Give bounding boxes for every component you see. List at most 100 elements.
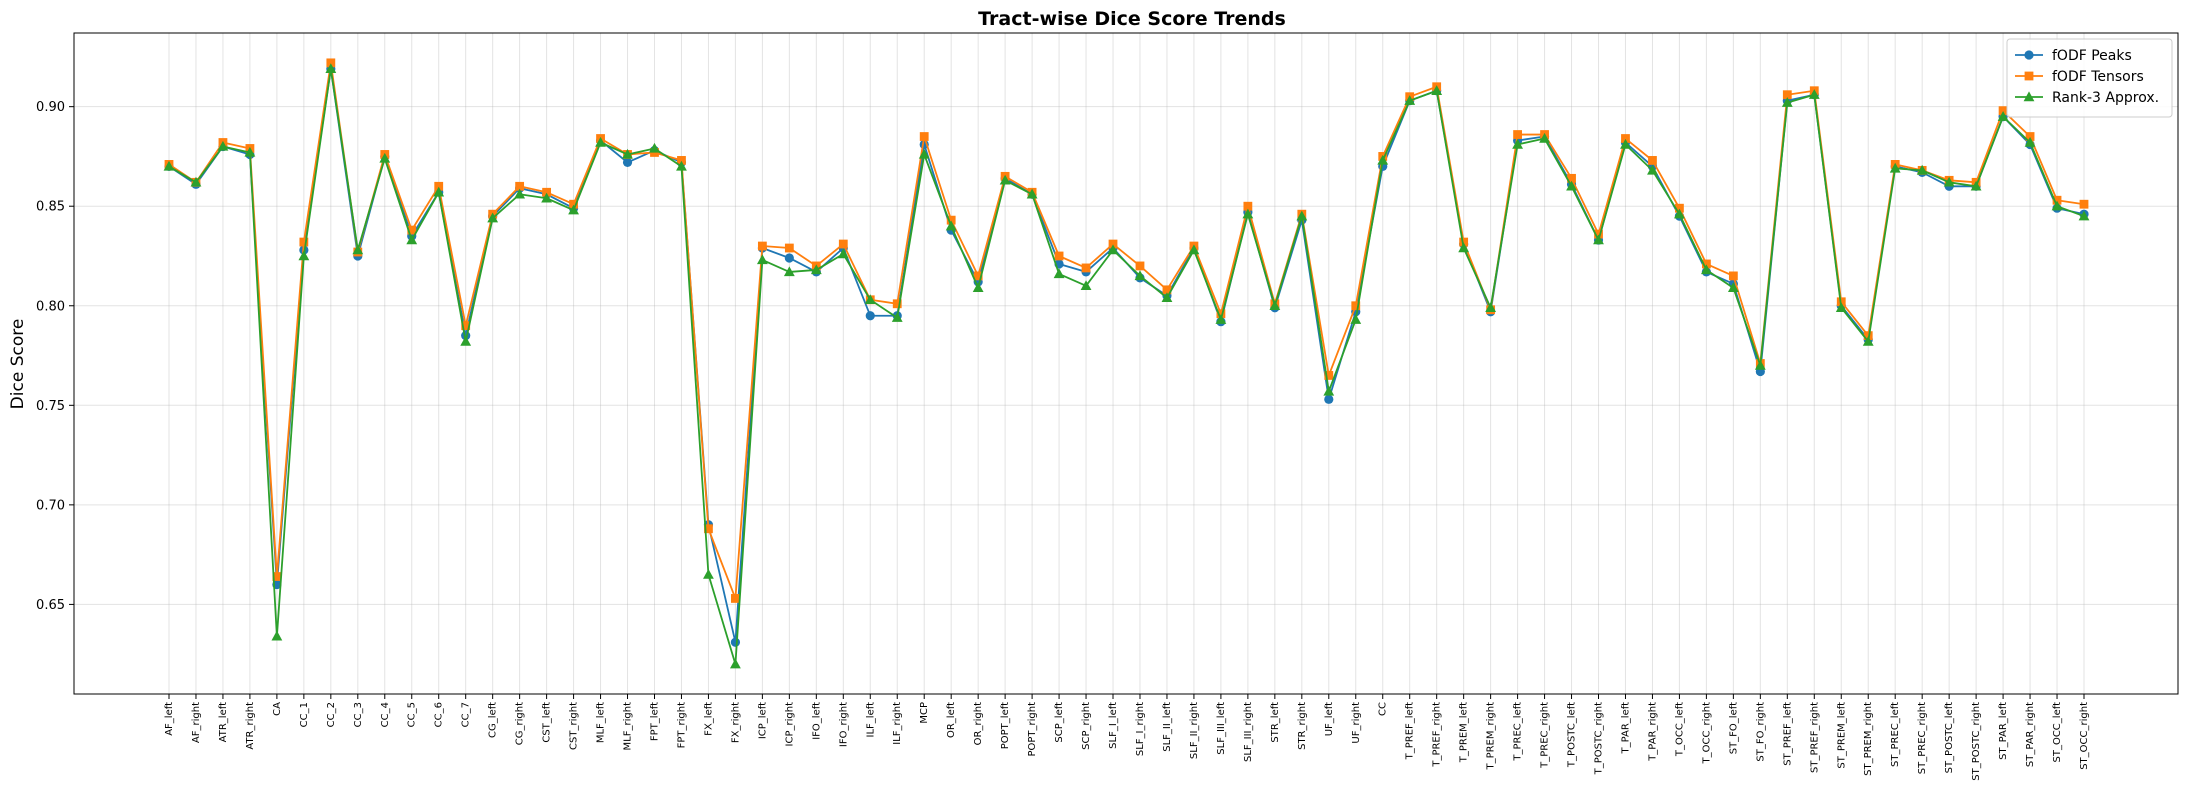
data-point-fodf-tensors bbox=[1782, 90, 1792, 100]
series-rank-3-approx bbox=[163, 63, 2090, 669]
x-tick-label: CC_1 bbox=[299, 702, 310, 727]
legend-marker-fodf-tensors bbox=[2024, 71, 2034, 81]
x-tick-label: POPT_left bbox=[1000, 702, 1011, 749]
data-point-rank-3-approx bbox=[244, 146, 256, 157]
x-tick-label: CG_right bbox=[515, 702, 526, 745]
data-point-fodf-tensors bbox=[542, 187, 552, 197]
x-tick-label: CC bbox=[1378, 702, 1389, 716]
data-point-fodf-tensors bbox=[1162, 285, 1172, 295]
data-point-fodf-tensors bbox=[461, 321, 471, 331]
data-point-fodf-peaks bbox=[865, 311, 875, 321]
data-point-rank-3-approx bbox=[1485, 302, 1497, 312]
data-point-fodf-tensors bbox=[299, 237, 309, 247]
data-point-fodf-tensors bbox=[919, 132, 929, 141]
data-point-rank-3-approx bbox=[568, 204, 579, 215]
data-point-rank-3-approx bbox=[1647, 164, 1658, 175]
data-point-rank-3-approx bbox=[541, 192, 553, 203]
x-tick-label: ST_FO_left bbox=[1728, 702, 1739, 754]
x-tick-label: OR_right bbox=[973, 702, 984, 745]
data-point-rank-3-approx bbox=[1404, 95, 1416, 105]
data-point-rank-3-approx bbox=[1107, 244, 1119, 255]
data-point-fodf-tensors bbox=[407, 225, 417, 235]
data-point-fodf-tensors bbox=[1998, 106, 2008, 116]
x-tick-label: ICP_left bbox=[757, 702, 768, 739]
x-tick-label: FX_left bbox=[703, 702, 714, 736]
data-point-fodf-tensors bbox=[1648, 156, 1657, 165]
data-point-fodf-tensors bbox=[1351, 301, 1361, 311]
data-point-rank-3-approx bbox=[783, 266, 795, 277]
x-tick-label: ST_PAR_right bbox=[2025, 702, 2036, 767]
data-point-fodf-tensors bbox=[704, 524, 713, 534]
data-point-rank-3-approx bbox=[1674, 208, 1685, 219]
data-point-fodf-tensors bbox=[946, 215, 956, 225]
data-point-rank-3-approx bbox=[1350, 314, 1362, 324]
data-point-fodf-tensors bbox=[677, 156, 686, 165]
data-point-rank-3-approx bbox=[298, 250, 310, 261]
data-point-fodf-tensors bbox=[1567, 173, 1576, 183]
data-point-rank-3-approx bbox=[864, 294, 876, 304]
x-tick-label: FPT_left bbox=[649, 702, 660, 741]
x-tick-label: AF_left bbox=[164, 702, 175, 736]
x-tick-label: CC_6 bbox=[434, 702, 445, 727]
data-point-fodf-tensors bbox=[784, 243, 794, 253]
data-point-fodf-peaks bbox=[784, 253, 794, 263]
data-point-rank-3-approx bbox=[1431, 85, 1443, 95]
data-point-fodf-tensors bbox=[1081, 263, 1091, 273]
x-tick-label: SLF_I_right bbox=[1135, 702, 1146, 756]
data-point-fodf-tensors bbox=[1675, 203, 1684, 213]
x-tick-label: T_OCC_left bbox=[1674, 702, 1685, 757]
data-point-fodf-tensors bbox=[1701, 259, 1711, 269]
legend-marker-fodf-peaks bbox=[2024, 50, 2034, 60]
data-point-fodf-tensors bbox=[272, 572, 282, 581]
x-tick-label: STR_right bbox=[1297, 702, 1308, 750]
legend-label-rank-3-approx: Rank-3 Approx. bbox=[2052, 90, 2159, 106]
x-tick-label: SCP_left bbox=[1054, 702, 1065, 743]
data-point-fodf-tensors bbox=[2079, 199, 2089, 209]
x-tick-label: ST_PAR_left bbox=[1998, 702, 2009, 760]
data-point-fodf-tensors bbox=[1594, 229, 1603, 239]
x-tick-label: POPT_right bbox=[1027, 702, 1038, 757]
data-point-fodf-tensors bbox=[1324, 371, 1334, 380]
data-point-rank-3-approx bbox=[1026, 188, 1038, 199]
data-point-rank-3-approx bbox=[837, 248, 849, 259]
x-tick-label: ST_FO_right bbox=[1755, 702, 1766, 762]
data-point-rank-3-approx bbox=[271, 630, 283, 641]
data-point-rank-3-approx bbox=[1700, 264, 1712, 275]
data-point-fodf-tensors bbox=[838, 239, 848, 249]
x-tick-label: CG_left bbox=[488, 702, 499, 738]
data-point-rank-3-approx bbox=[1053, 268, 1065, 279]
data-point-fodf-peaks bbox=[1324, 394, 1334, 404]
data-point-rank-3-approx bbox=[1862, 335, 1874, 346]
x-tick-label: UF_right bbox=[1351, 702, 1362, 744]
x-tick-label: MLF_left bbox=[596, 702, 607, 743]
plot-frame bbox=[73, 32, 2179, 695]
y-tick-label: 0.65 bbox=[36, 598, 65, 613]
data-point-rank-3-approx bbox=[891, 312, 903, 322]
data-point-fodf-tensors bbox=[2052, 195, 2062, 205]
data-point-fodf-tensors bbox=[1728, 271, 1738, 281]
data-point-rank-3-approx bbox=[406, 234, 418, 245]
data-point-fodf-tensors bbox=[1108, 239, 1118, 249]
data-point-fodf-tensors bbox=[1621, 134, 1630, 143]
data-point-rank-3-approx bbox=[1754, 359, 1766, 370]
data-point-rank-3-approx bbox=[1242, 208, 1254, 219]
x-tick-label: FPT_right bbox=[676, 702, 687, 748]
data-point-rank-3-approx bbox=[514, 188, 526, 199]
data-point-rank-3-approx bbox=[1808, 89, 1820, 99]
data-point-rank-3-approx bbox=[1269, 300, 1281, 310]
y-axis: 0.65 0.70 0.75 0.80 0.85 0.90 bbox=[36, 100, 74, 613]
data-point-fodf-tensors bbox=[434, 181, 444, 191]
data-point-rank-3-approx bbox=[1188, 244, 1200, 255]
x-tick-label: OR_left bbox=[946, 702, 957, 738]
data-point-rank-3-approx bbox=[945, 220, 957, 231]
x-tick-label: AF_right bbox=[191, 702, 202, 743]
data-point-rank-3-approx bbox=[325, 63, 337, 74]
x-tick-label: CST_right bbox=[569, 702, 580, 750]
data-point-fodf-tensors bbox=[731, 594, 740, 603]
y-axis-label: Dice Score bbox=[8, 319, 28, 410]
data-point-rank-3-approx bbox=[1512, 138, 1523, 149]
x-tick-label: ST_PREF_left bbox=[1782, 702, 1793, 766]
data-point-rank-3-approx bbox=[163, 160, 175, 171]
